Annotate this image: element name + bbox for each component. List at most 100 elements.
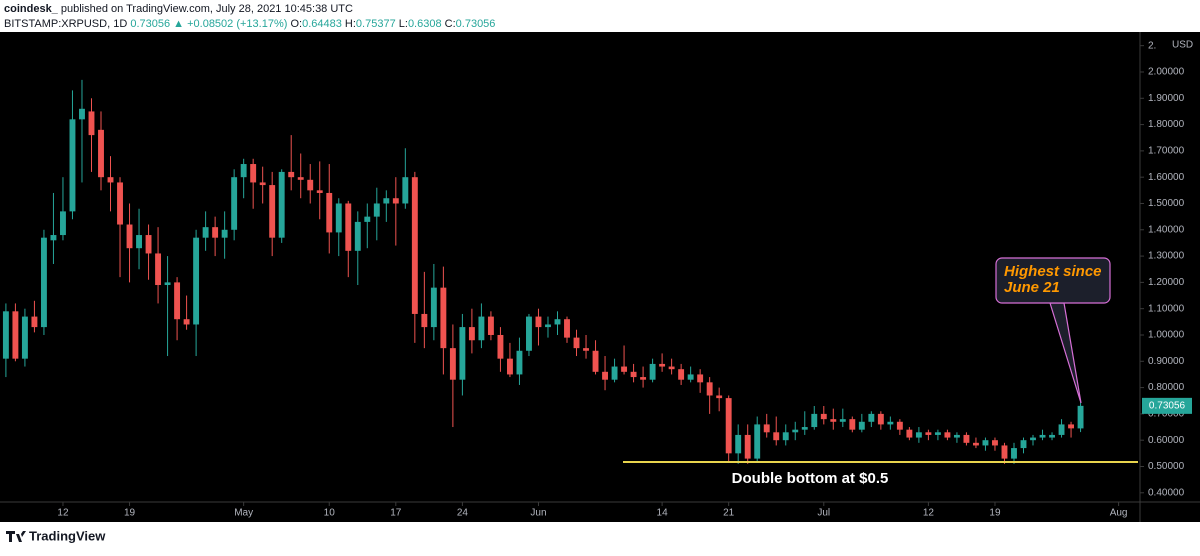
x-tick-label: 21 [723, 508, 735, 519]
y-tick-label: 0.80000 [1148, 382, 1185, 393]
candle-body [706, 382, 713, 396]
header-line-2: BITSTAMP:XRPUSD, 1D 0.73056 ▲ +0.08502 (… [4, 18, 495, 30]
candle-body [602, 371, 608, 380]
candle-body [811, 413, 818, 428]
candle-body [697, 374, 704, 383]
candle-body [649, 363, 656, 380]
y-tick-label: 0.70000 [1148, 409, 1185, 420]
candle-body [526, 316, 532, 351]
last-price: 0.73056 [130, 18, 170, 30]
y-tick-label: 1.20000 [1148, 277, 1185, 288]
candle-body [868, 413, 875, 422]
x-tick-label: 19 [989, 508, 1001, 519]
candle-body [858, 421, 865, 430]
candle-body [516, 350, 523, 375]
candle-body [79, 108, 85, 120]
x-tick-label: 12 [57, 508, 69, 519]
candle-body [145, 235, 152, 254]
candle-body [763, 424, 770, 433]
footer-bar [0, 522, 1200, 551]
header-line-1: coindesk_ published on TradingView.com, … [4, 3, 353, 15]
candle-body [982, 440, 989, 446]
candle-body [953, 434, 960, 438]
x-tick-label: 24 [457, 508, 469, 519]
candle-body [155, 253, 162, 286]
candle-body [440, 287, 447, 349]
candle-body [640, 377, 647, 380]
candle-body [773, 432, 780, 441]
candle-body [278, 171, 285, 238]
y-tick-label: 1.10000 [1148, 303, 1185, 314]
y-tick-label: 2.00000 [1148, 67, 1185, 78]
y-tick-label: 0.50000 [1148, 461, 1185, 472]
x-tick-label: Aug [1110, 508, 1128, 519]
x-tick-label: 19 [124, 508, 136, 519]
logo [6, 531, 26, 542]
candle-body [383, 198, 390, 204]
candle-body [259, 182, 266, 186]
candle-body [716, 395, 723, 399]
candle-body [326, 192, 333, 233]
candle-body [782, 432, 789, 441]
candle-body [1058, 424, 1065, 435]
candle-body [1011, 448, 1017, 459]
candle-body [373, 203, 380, 217]
candle-body [411, 177, 418, 314]
candle-body [1049, 434, 1055, 438]
candle-body [896, 421, 903, 430]
candle-body [2, 311, 9, 359]
candle-body [12, 311, 19, 359]
symbol: BITSTAMP:XRPUSD, 1D [4, 18, 127, 30]
candle-body [392, 198, 399, 204]
candle-body [887, 421, 894, 425]
candle-body [497, 334, 504, 359]
x-tick-label: Jun [530, 508, 546, 519]
candle-body [307, 179, 314, 191]
y-tick-label: 0.40000 [1148, 487, 1185, 498]
candle-body [944, 432, 951, 438]
candle-body [221, 229, 228, 238]
candle-body [316, 190, 323, 193]
candle-body [725, 398, 732, 454]
y-tick-label: 1.80000 [1148, 119, 1185, 130]
candle-body [459, 327, 466, 380]
candle-body [668, 366, 675, 370]
support-annotation: Double bottom at $0.5 [732, 470, 889, 487]
candle-body [468, 327, 475, 341]
candle-body [687, 374, 694, 380]
close-value: 0.73056 [456, 18, 496, 30]
candle-body [678, 369, 685, 380]
candle-body [992, 440, 998, 446]
open-label: O: [290, 18, 302, 30]
candle-body [915, 432, 922, 438]
low-label: L: [399, 18, 408, 30]
y-tick-label: 1.00000 [1148, 330, 1185, 341]
candle-body [240, 164, 247, 178]
candle-body [830, 419, 837, 422]
candle-body [744, 434, 751, 459]
candle-body [564, 319, 570, 338]
candle-body [88, 111, 95, 136]
candle-body [430, 287, 437, 328]
x-tick-label: 14 [657, 508, 669, 519]
candle-body [421, 313, 428, 328]
callout-text: Highest since [1004, 263, 1102, 280]
y-tick-label: 1.70000 [1148, 146, 1185, 157]
candle-body [535, 316, 542, 328]
candle-body [231, 177, 238, 230]
candle-body [621, 366, 628, 372]
candle-body [592, 350, 599, 372]
candle-body [1039, 434, 1046, 438]
candle-body [735, 434, 742, 454]
y-tick-label: 2. [1148, 40, 1156, 51]
candle-body [506, 358, 513, 375]
candle-body [364, 216, 371, 222]
candle-body [573, 337, 580, 349]
logo-icon [6, 531, 26, 542]
candle-body [934, 432, 941, 435]
candle-body [202, 227, 209, 238]
candle-body [136, 235, 142, 249]
y-tick-label: 1.50000 [1148, 198, 1185, 209]
candle-body [126, 224, 133, 249]
